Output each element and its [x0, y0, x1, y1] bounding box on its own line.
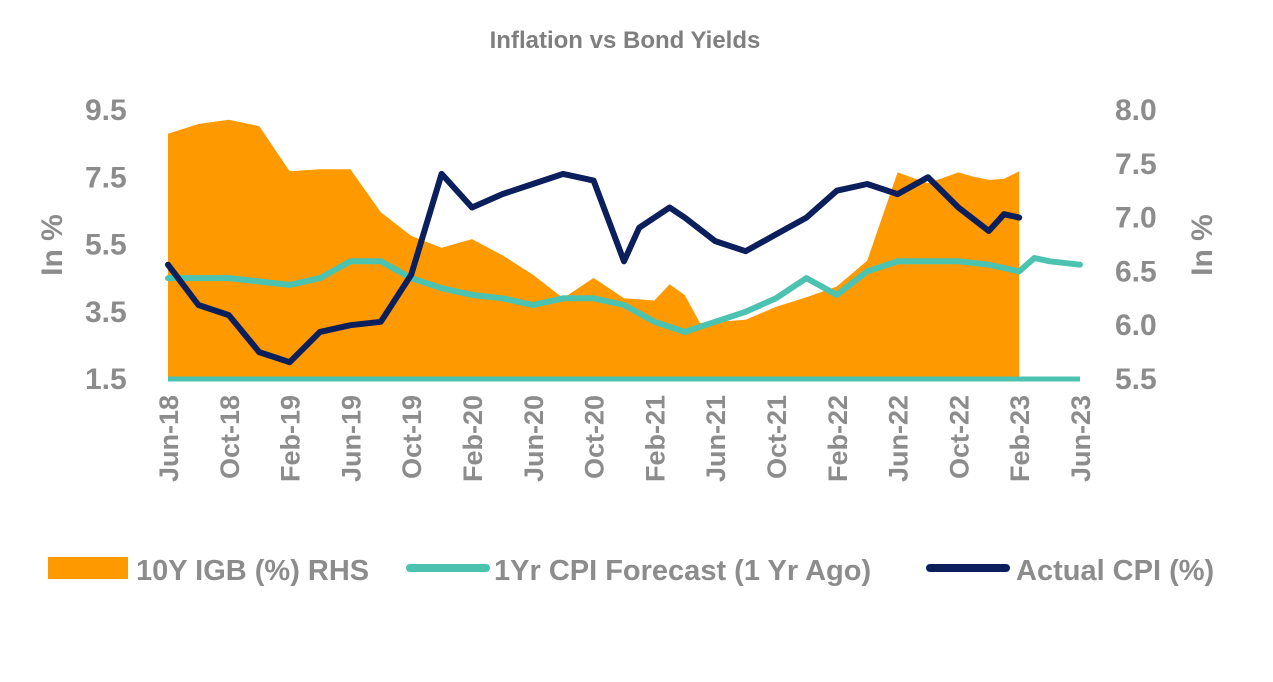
left-axis-ticks: 9.5 7.5 5.5 3.5 1.5 — [85, 94, 127, 396]
chart-title: Inflation vs Bond Yields — [490, 27, 761, 54]
x-tick-label: Oct-22 — [944, 395, 974, 479]
x-tick-label: Oct-20 — [580, 395, 610, 479]
x-tick-label: Feb-22 — [823, 395, 853, 482]
x-tick-label: Oct-18 — [215, 395, 245, 479]
left-axis-label: In % — [36, 214, 69, 276]
legend-actual-label: Actual CPI (%) — [1016, 555, 1214, 587]
x-tick-label: Jun-22 — [884, 395, 914, 482]
series-igb-area — [168, 119, 1020, 379]
x-tick-label: Jun-18 — [154, 395, 184, 482]
x-tick-label: Jun-19 — [336, 395, 366, 482]
right-tick-label: 7.0 — [1115, 202, 1157, 235]
left-tick-label: 9.5 — [85, 94, 127, 127]
left-tick-label: 1.5 — [85, 363, 127, 396]
legend: 10Y IGB (%) RHS 1Yr CPI Forecast (1 Yr A… — [48, 555, 1214, 587]
left-tick-label: 7.5 — [85, 161, 127, 194]
series-cpi-forecast-line — [165, 255, 1083, 335]
x-tick-label: Feb-21 — [640, 395, 670, 482]
x-tick-label: Feb-19 — [276, 395, 306, 482]
x-tick-label: Jun-20 — [519, 395, 549, 482]
legend-forecast-label: 1Yr CPI Forecast (1 Yr Ago) — [494, 555, 871, 587]
x-tick-label: Jun-23 — [1066, 395, 1096, 482]
right-tick-label: 6.5 — [1115, 255, 1157, 288]
x-tick-label: Oct-21 — [762, 395, 792, 479]
series-actual-cpi-line — [165, 170, 1023, 366]
x-tick-label: Feb-20 — [458, 395, 488, 482]
x-tick-label: Feb-23 — [1005, 395, 1035, 482]
left-tick-label: 5.5 — [85, 229, 127, 262]
line-layer — [165, 170, 1083, 366]
right-axis-label: In % — [1186, 214, 1219, 276]
legend-igb-swatch — [48, 557, 128, 579]
right-tick-label: 7.5 — [1115, 148, 1157, 181]
left-tick-label: 3.5 — [85, 296, 127, 329]
right-axis-ticks: 8.0 7.5 7.0 6.5 6.0 5.5 — [1115, 94, 1157, 396]
right-tick-label: 8.0 — [1115, 94, 1157, 127]
x-tick-label: Oct-19 — [397, 395, 427, 479]
legend-igb-label: 10Y IGB (%) RHS — [136, 555, 369, 587]
right-tick-label: 6.0 — [1115, 309, 1157, 342]
right-tick-label: 5.5 — [1115, 363, 1157, 396]
igb-area-layer — [168, 119, 1020, 379]
x-axis-ticks: Jun-18 Oct-18 Feb-19 Jun-19 Oct-19 Feb-20 Jun-… — [154, 395, 1096, 482]
x-tick-label: Jun-21 — [701, 395, 731, 482]
